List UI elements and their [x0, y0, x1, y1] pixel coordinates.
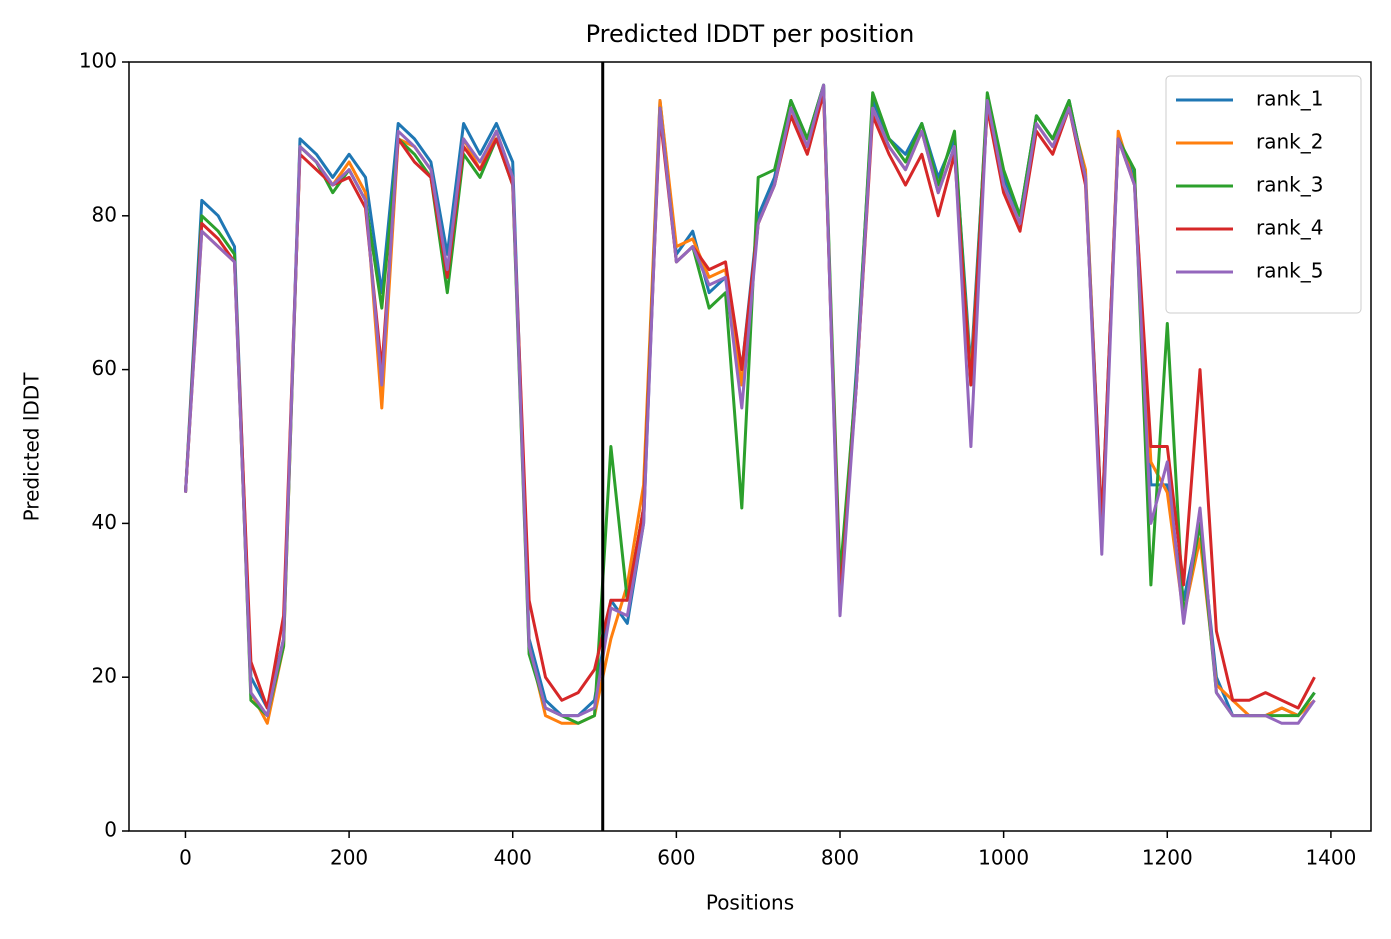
- series-line: [184, 83, 1316, 725]
- x-tick-label: 400: [494, 846, 532, 870]
- legend-box: [1165, 75, 1362, 314]
- x-tick-label: 1000: [978, 846, 1029, 870]
- x-axis-label: Positions: [706, 891, 794, 915]
- legend-label: rank_5: [1256, 259, 1323, 283]
- series-line: [184, 83, 1316, 725]
- x-tick-label: 1200: [1142, 846, 1193, 870]
- x-tick-label: 200: [330, 846, 368, 870]
- x-tick-label: 1400: [1305, 846, 1356, 870]
- y-axis-label: Predicted lDDT: [20, 372, 44, 522]
- legend-label: rank_3: [1256, 173, 1323, 197]
- y-tick-label: 100: [79, 49, 117, 73]
- y-tick-label: 60: [92, 356, 117, 380]
- x-tick-label: 600: [657, 846, 695, 870]
- x-tick-label: 800: [821, 846, 859, 870]
- y-tick-label: 40: [92, 510, 117, 534]
- legend-label: rank_4: [1256, 216, 1323, 240]
- chart-title: Predicted lDDT per position: [586, 20, 915, 48]
- y-tick-label: 0: [104, 818, 117, 842]
- plot-frame: [128, 61, 1372, 832]
- x-tick-label: 0: [179, 846, 192, 870]
- y-tick-label: 80: [92, 202, 117, 226]
- legend-label: rank_1: [1256, 87, 1323, 111]
- legend-label: rank_2: [1256, 130, 1323, 154]
- y-tick-label: 20: [92, 664, 117, 688]
